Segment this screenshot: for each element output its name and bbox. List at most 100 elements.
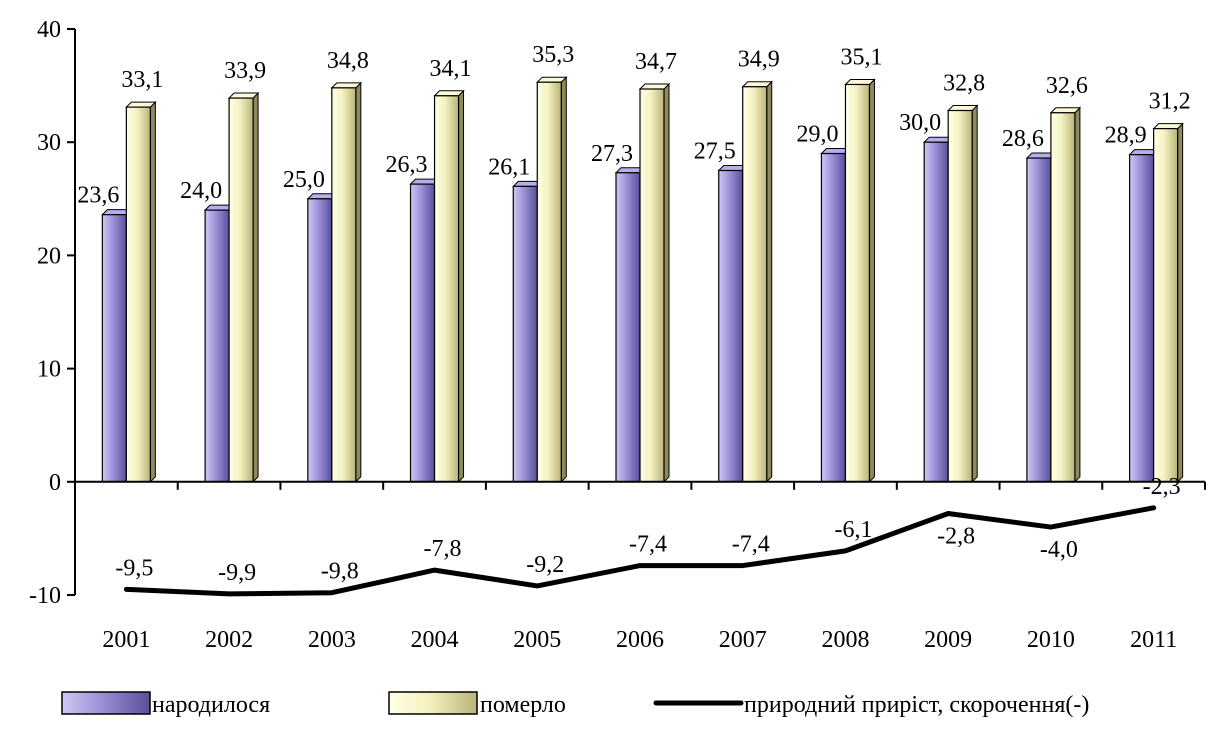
data-label-growth-2010: -4,0 <box>1040 537 1078 563</box>
bar-front <box>433 95 460 483</box>
data-label-born-2010: 28,6 <box>1002 126 1044 152</box>
bar-side <box>1074 106 1081 484</box>
data-label-born-2005: 26,1 <box>488 154 530 180</box>
bar-front <box>923 141 949 483</box>
data-label-died-2004: 34,1 <box>430 56 472 82</box>
x-tick-label-2005: 2005 <box>513 627 561 653</box>
data-label-died-2006: 34,7 <box>635 49 677 75</box>
data-label-died-2008: 35,1 <box>840 44 882 70</box>
data-label-died-2003: 34,8 <box>327 48 369 74</box>
x-tick-label-2008: 2008 <box>821 627 869 653</box>
data-label-died-2009: 32,8 <box>943 71 985 97</box>
y-tick-label: 30 <box>37 130 61 156</box>
bar-front <box>947 109 973 483</box>
bar-side <box>766 80 773 484</box>
line-layer <box>123 505 1157 597</box>
data-label-born-2004: 26,3 <box>386 152 428 178</box>
bar-died-2001 <box>125 100 157 484</box>
bar-top <box>330 82 363 89</box>
data-label-died-2005: 35,3 <box>532 42 574 68</box>
x-tick-label-2002: 2002 <box>205 627 253 653</box>
data-label-growth-2007: -7,4 <box>732 532 770 558</box>
x-tick-label-2001: 2001 <box>102 627 150 653</box>
bar-died-2003 <box>330 81 363 484</box>
bar-died-2008 <box>844 78 876 484</box>
data-label-died-2002: 33,9 <box>224 58 266 84</box>
bar-front <box>101 214 127 483</box>
axes-layer: -10 0 10 20 30 40 2001 2002 2003 2004 2005 2006 2007… <box>29 17 1206 653</box>
data-label-growth-2008: -6,1 <box>834 517 872 543</box>
bar-side <box>971 104 978 484</box>
bar-top <box>1152 123 1184 130</box>
x-tick-label-2010: 2010 <box>1027 627 1075 653</box>
bar-born-2009 <box>922 135 955 484</box>
x-tick-label-2007: 2007 <box>719 627 767 653</box>
data-label-born-2011: 28,9 <box>1105 123 1147 149</box>
bar-died-2009 <box>946 104 979 484</box>
bar-side <box>252 91 259 484</box>
bar-front <box>228 97 254 483</box>
data-label-born-2007: 27,5 <box>694 139 736 165</box>
bar-side <box>355 81 362 484</box>
x-tick-label-2006: 2006 <box>616 627 664 653</box>
data-label-growth-2001: -9,5 <box>115 555 153 581</box>
y-tick-label: -10 <box>29 583 61 609</box>
legend-label-died: померло <box>480 692 566 718</box>
bar-top <box>125 101 157 108</box>
data-label-growth-2005: -9,2 <box>526 552 564 578</box>
y-tick-label: 40 <box>37 17 61 43</box>
bar-front <box>1153 128 1179 483</box>
legend-swatch-born <box>61 691 151 715</box>
natural-growth-line <box>123 505 1157 597</box>
x-tick-label-2011: 2011 <box>1130 627 1177 653</box>
bar-side <box>663 82 670 484</box>
bar-front <box>1129 154 1155 483</box>
data-label-born-2002: 24,0 <box>180 178 222 204</box>
data-label-died-2011: 31,2 <box>1149 89 1191 115</box>
legend-item-growth: природний приріст, скорочення(-) <box>653 692 1089 718</box>
legend-label-growth: природний приріст, скорочення(-) <box>744 692 1089 718</box>
y-tick-label: 0 <box>49 470 61 496</box>
bar-front <box>718 169 744 483</box>
bar-front <box>204 209 230 483</box>
bar-died-2007 <box>741 80 773 484</box>
bars-layer <box>101 75 1184 484</box>
bar-top <box>536 76 568 83</box>
bar-front <box>742 86 768 483</box>
bar-front <box>844 83 871 483</box>
bar-top <box>741 81 773 88</box>
bar-died-2005 <box>536 75 568 484</box>
bar-front <box>639 88 665 483</box>
bar-front <box>331 87 357 483</box>
bar-front <box>820 152 847 483</box>
x-tick-label-2004: 2004 <box>411 627 459 653</box>
bar-side <box>560 75 567 484</box>
bar-top <box>227 92 260 99</box>
legend-item-born: народилося <box>61 691 270 718</box>
bar-front <box>125 106 151 483</box>
x-tick-label-2003: 2003 <box>308 627 356 653</box>
data-label-died-2007: 34,9 <box>738 47 780 73</box>
data-label-born-2003: 25,0 <box>283 167 325 193</box>
data-label-growth-2006: -7,4 <box>629 532 667 558</box>
bar-top <box>638 83 671 90</box>
bar-front <box>1026 157 1052 483</box>
legend-swatch-died <box>388 691 478 715</box>
bar-side <box>149 100 156 484</box>
bar-top <box>433 90 465 97</box>
bar-top <box>1049 107 1082 114</box>
bar-died-2011 <box>1152 122 1184 484</box>
data-label-born-2008: 29,0 <box>796 122 838 148</box>
labels-layer: 23,6 33,1 24,0 33,9 25,0 34,8 26,3 34,1 26,1 35,3… <box>77 42 1190 586</box>
bar-front <box>512 185 538 483</box>
legend-label-born: народилося <box>152 692 270 718</box>
bar-died-2004 <box>433 89 465 484</box>
bar-front <box>1050 112 1076 483</box>
data-label-growth-2004: -7,8 <box>424 536 462 562</box>
data-label-growth-2003: -9,8 <box>321 559 359 585</box>
data-label-died-2010: 32,6 <box>1046 73 1088 99</box>
legend-item-died: померло <box>388 691 566 718</box>
data-label-growth-2009: -2,8 <box>937 523 975 549</box>
